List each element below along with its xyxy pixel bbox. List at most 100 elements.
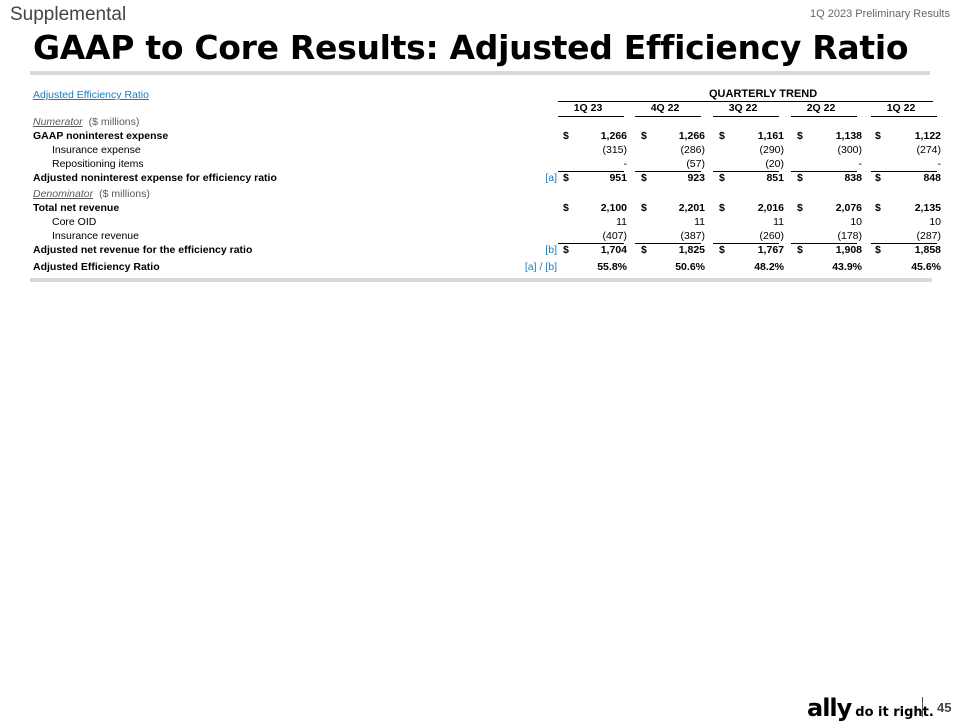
table-cell: (286) xyxy=(680,144,705,156)
table-row: GAAP noninterest expense $1,266 $1,266 $1,1… xyxy=(33,129,941,143)
unit-label: ($ millions) xyxy=(88,116,140,128)
row-label: Insurance revenue xyxy=(52,230,139,242)
table-row: Total net revenue $2,100 $2,201 $2,016 $2,07… xyxy=(33,201,941,215)
page-title: GAAP to Core Results: Adjusted Efficienc… xyxy=(33,28,909,67)
column-header: 1Q 22 xyxy=(886,102,916,114)
table-cell: 848 xyxy=(923,172,941,184)
trend-header-rule xyxy=(558,101,933,102)
currency-symbol: $ xyxy=(641,244,647,256)
table-cell: 2,016 xyxy=(757,202,784,214)
currency-symbol: $ xyxy=(875,244,881,256)
table-cell: 10 xyxy=(929,216,941,228)
table-cell: (260) xyxy=(759,230,784,242)
table-cell: 1,704 xyxy=(600,244,627,256)
footer-separator xyxy=(922,697,923,717)
table-row: Adjusted net revenue for the efficiency … xyxy=(33,243,941,257)
row-reference: [a] xyxy=(545,172,557,184)
subtotal-rule xyxy=(871,243,937,244)
table-cell: - xyxy=(623,158,628,170)
row-label: Insurance expense xyxy=(52,144,141,156)
row-reference: [a] / [b] xyxy=(524,261,557,273)
subtotal-rule xyxy=(713,243,779,244)
ally-logo: ally do it right. xyxy=(807,694,934,722)
column-header-underline xyxy=(713,116,779,117)
quarterly-trend-header: QUARTERLY TREND xyxy=(709,88,818,100)
table-cell: 838 xyxy=(844,172,862,184)
table-bottom-divider xyxy=(30,278,932,282)
table-cell: 2,201 xyxy=(678,202,705,214)
row-label: Numerator ($ millions) xyxy=(33,115,139,129)
table-cell: (20) xyxy=(765,158,784,170)
subtotal-rule xyxy=(791,171,857,172)
table-row: Adjusted Efficiency Ratio [a] / [b] 55.8% 5… xyxy=(33,260,941,274)
table-cell: 50.6% xyxy=(675,261,705,273)
currency-symbol: $ xyxy=(641,172,647,184)
table-cell: - xyxy=(937,158,942,170)
column-header: 3Q 22 xyxy=(728,102,758,114)
currency-symbol: $ xyxy=(797,172,803,184)
row-label: GAAP noninterest expense xyxy=(33,130,169,142)
table-cell: 1,266 xyxy=(678,130,705,142)
table-cell: - xyxy=(858,158,863,170)
table-cell: 951 xyxy=(609,172,627,184)
column-header-underline xyxy=(558,116,624,117)
table-cell: 2,135 xyxy=(914,202,941,214)
subtotal-rule xyxy=(791,243,857,244)
column-header-underline xyxy=(791,116,857,117)
currency-symbol: $ xyxy=(875,130,881,142)
currency-symbol: $ xyxy=(563,130,569,142)
table-cell: 11 xyxy=(694,216,705,228)
table-cell: 45.6% xyxy=(911,261,941,273)
table-cell: 1,161 xyxy=(757,130,784,142)
table-cell: 11 xyxy=(773,216,784,228)
currency-symbol: $ xyxy=(797,130,803,142)
title-divider xyxy=(30,71,930,75)
section-row: Numerator ($ millions) xyxy=(33,115,933,129)
table-cell: 1,122 xyxy=(914,130,941,142)
row-label: Total net revenue xyxy=(33,202,120,214)
table-cell: (274) xyxy=(916,144,941,156)
table-cell: 2,100 xyxy=(600,202,627,214)
currency-symbol: $ xyxy=(641,130,647,142)
table-title-link[interactable]: Adjusted Efficiency Ratio xyxy=(33,89,149,101)
column-header: 2Q 22 xyxy=(806,102,836,114)
table-cell: (178) xyxy=(837,230,862,242)
currency-symbol: $ xyxy=(797,244,803,256)
subtotal-rule xyxy=(558,171,624,172)
row-label: Adjusted Efficiency Ratio xyxy=(33,261,160,273)
section-title: Denominator xyxy=(33,188,94,200)
table-cell: (290) xyxy=(759,144,784,156)
currency-symbol: $ xyxy=(719,172,725,184)
row-reference: [b] xyxy=(545,244,557,256)
section-label: Supplemental xyxy=(10,4,127,25)
currency-symbol: $ xyxy=(875,202,881,214)
table-cell: 851 xyxy=(766,172,784,184)
table-cell: (287) xyxy=(916,230,941,242)
table-cell: 48.2% xyxy=(754,261,784,273)
page-number: 45 xyxy=(937,700,952,715)
subtotal-rule xyxy=(558,243,624,244)
table-cell: 43.9% xyxy=(832,261,862,273)
column-header: 4Q 22 xyxy=(650,102,680,114)
currency-symbol: $ xyxy=(719,244,725,256)
column-header-underline xyxy=(635,116,701,117)
table-cell: 55.8% xyxy=(597,261,627,273)
table-cell: 1,767 xyxy=(757,244,784,256)
table-row: Insurance expense (315) (286) (290) (300) (27… xyxy=(33,143,941,157)
column-header: 1Q 23 xyxy=(573,102,603,114)
table-cell: (57) xyxy=(686,158,705,170)
section-title: Numerator xyxy=(33,116,83,128)
table-cell: 1,858 xyxy=(914,244,941,256)
row-label: Denominator ($ millions) xyxy=(33,187,150,201)
table-cell: (300) xyxy=(837,144,862,156)
table-cell: (407) xyxy=(602,230,627,242)
subtotal-rule xyxy=(635,243,701,244)
table-cell: (387) xyxy=(680,230,705,242)
table-row: Insurance revenue (407) (387) (260) (178) (28… xyxy=(33,229,941,243)
table-cell: (315) xyxy=(602,144,627,156)
table-row: Repositioning items - (57) (20) - - xyxy=(33,157,941,171)
currency-symbol: $ xyxy=(563,202,569,214)
row-label: Repositioning items xyxy=(52,158,144,170)
table-row: Adjusted noninterest expense for efficie… xyxy=(33,171,941,185)
table-cell: 1,825 xyxy=(678,244,705,256)
